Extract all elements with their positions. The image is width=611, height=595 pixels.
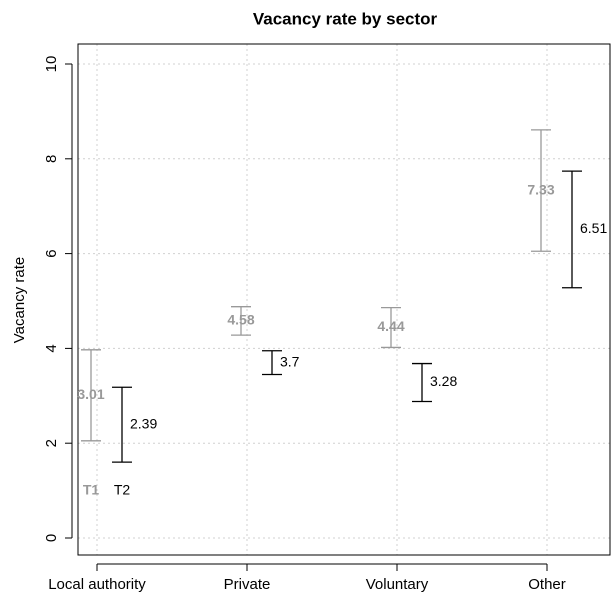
- x-tick-label: Local authority: [48, 576, 146, 593]
- y-tick-label: 6: [43, 249, 60, 257]
- legend-label: T1: [83, 481, 100, 497]
- data-label: 2.39: [130, 415, 157, 431]
- data-label: 3.28: [430, 373, 457, 389]
- data-label: 7.33: [527, 181, 554, 197]
- x-tick-label: Other: [528, 576, 566, 593]
- x-tick-label: Private: [224, 576, 271, 593]
- y-tick-label: 0: [43, 534, 60, 542]
- chart-title: Vacancy rate by sector: [253, 9, 438, 28]
- y-tick-label: 8: [43, 155, 60, 163]
- y-tick-label: 4: [43, 344, 60, 352]
- data-label: 3.7: [280, 353, 300, 369]
- y-axis-label: Vacancy rate: [11, 257, 28, 343]
- data-label: 6.51: [580, 220, 607, 236]
- plot-frame: [77, 43, 611, 556]
- legend-label: T2: [114, 481, 131, 497]
- x-tick-label: Voluntary: [366, 576, 429, 593]
- data-label: 3.01: [77, 386, 104, 402]
- y-tick-label: 2: [43, 439, 60, 447]
- data-label: 4.58: [227, 312, 254, 328]
- data-label: 4.44: [377, 318, 404, 334]
- y-tick-label: 10: [43, 56, 60, 73]
